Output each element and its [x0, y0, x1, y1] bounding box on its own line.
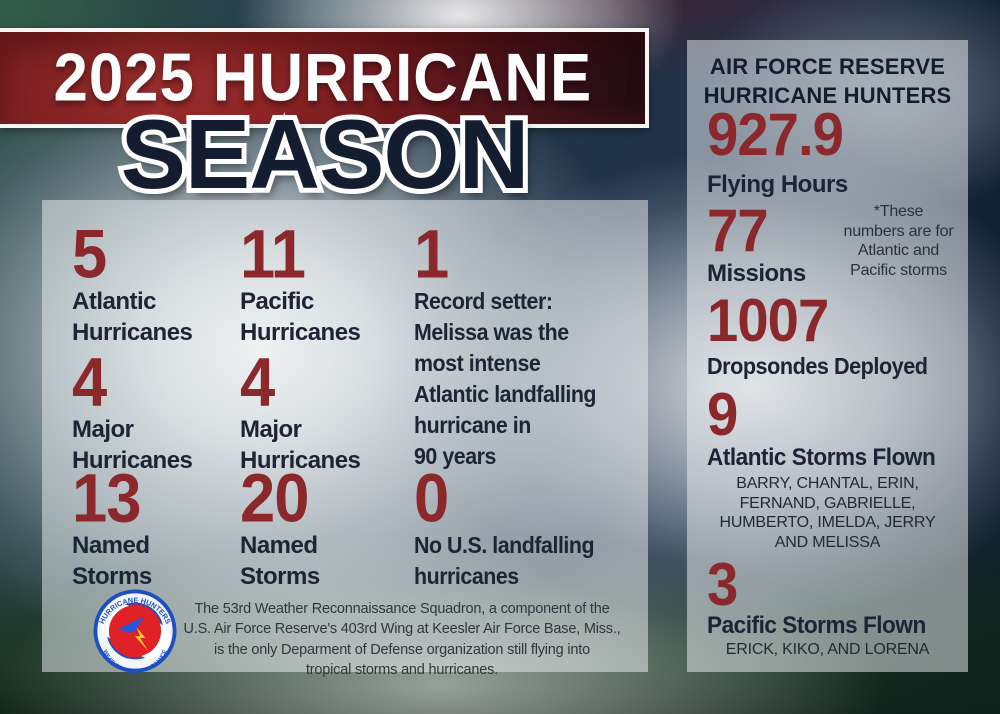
stat-named-storms-pacific: 20 Named Storms: [240, 458, 408, 590]
storm-names-line: FERNAND, GABRIELLE,: [739, 494, 916, 512]
stat-label-line: Named: [240, 532, 318, 559]
stat-label-line: Atlantic: [72, 288, 157, 315]
stat-label-line: Melissa was the: [414, 319, 569, 345]
note-line: Pacific storms: [850, 261, 947, 279]
stat-named-storms-atlantic: 13 Named Storms: [72, 458, 237, 590]
stat-major-hurricanes-atlantic: 4 Major Hurricanes: [72, 342, 237, 474]
panel-heading-line: HURRICANE HUNTERS: [703, 83, 952, 108]
stat-label-line: No U.S. landfalling: [414, 532, 595, 558]
stat-pacific-hurricanes: 11 Pacific Hurricanes: [240, 214, 408, 346]
stat-label: No U.S. landfalling hurricanes: [414, 530, 595, 592]
pacific-storm-names: ERICK, KIKO, AND LORENA: [687, 640, 968, 660]
stat-value: 13: [72, 458, 142, 536]
stat-label: Atlantic Hurricanes: [72, 286, 193, 348]
panel-heading-line: AIR FORCE RESERVE: [709, 54, 946, 79]
stat-value: 20: [240, 458, 310, 536]
stat-value: 5: [72, 214, 107, 292]
stat-value: 1: [414, 214, 449, 292]
squadron-caption: The 53rd Weather Reconnaissance Squadron…: [177, 599, 627, 681]
stats-column-1: 5 Atlantic Hurricanes 4 Major Hurricanes…: [72, 200, 237, 672]
stat-value: 0: [414, 458, 449, 536]
stat-label-line: Hurricanes: [240, 447, 361, 474]
stat-major-hurricanes-pacific: 4 Major Hurricanes: [240, 342, 408, 474]
stat-flying-hours-label: Flying Hours: [707, 171, 848, 198]
note-line: numbers are for: [843, 222, 954, 240]
asterisk-note: *These numbers are for Atlantic and Paci…: [835, 202, 962, 280]
storm-names-line: BARRY, CHANTAL, ERIN,: [736, 475, 919, 492]
stat-label: Pacific Hurricanes: [240, 286, 361, 348]
hurricane-swirl-left: [100, 603, 129, 639]
stat-label: Named Storms: [240, 530, 320, 592]
stat-label-line: Hurricanes: [240, 319, 361, 346]
stat-dropsondes-value: 1007: [707, 286, 829, 355]
stat-missions-label: Missions: [707, 260, 806, 287]
stat-label: Major Hurricanes: [240, 414, 361, 476]
title-banner: 2025 HURRICANE: [0, 28, 649, 128]
storm-names-line: AND MELISSA: [774, 533, 881, 551]
stat-label: Named Storms: [72, 530, 152, 592]
stat-label-line: Storms: [240, 563, 320, 590]
caption-line: The 53rd Weather Reconnaissance Squadron…: [194, 601, 610, 617]
caption-line: is the only Deparment of Defense organiz…: [214, 641, 590, 658]
stat-label-line: hurricanes: [414, 563, 519, 589]
stat-value: 4: [240, 342, 275, 420]
hurricane-hunters-panel: AIR FORCE RESERVE HURRICANE HUNTERS 927.…: [687, 40, 968, 672]
jet-icon: [117, 616, 144, 633]
stat-atlantic-hurricanes: 5 Atlantic Hurricanes: [72, 214, 237, 346]
stat-flying-hours-value: 927.9: [707, 100, 844, 169]
stat-label-line: Hurricanes: [72, 447, 193, 474]
stats-column-2: 11 Pacific Hurricanes 4 Major Hurricanes…: [240, 200, 408, 672]
note-line: *These: [873, 203, 924, 220]
stat-pacific-storms-label: Pacific Storms Flown: [707, 612, 926, 639]
caption-line: U.S. Air Force Reserve's 403rd Wing at K…: [183, 621, 621, 638]
hurricane-swirl-right: [141, 623, 170, 659]
title-line1: 2025 HURRICANE: [53, 40, 592, 116]
storm-names-line: ERICK, KIKO, AND LORENA: [725, 641, 930, 658]
storm-names-line: HUMBERTO, IMELDA, JERRY: [719, 514, 936, 531]
stat-label-line: Pacific: [240, 288, 314, 315]
stat-missions-value: 77: [707, 196, 769, 265]
stat-value: 11: [240, 214, 306, 292]
stat-label-line: hurricane in: [414, 412, 531, 438]
note-line: Atlantic and: [857, 242, 940, 259]
squadron-patch-logo-icon: HURRICANE HUNTERS WEATHER RECONNAISSANCE: [93, 589, 177, 674]
stat-label-line: Hurricanes: [72, 319, 193, 346]
stat-label-line: most intense: [414, 350, 541, 376]
panel-heading: AIR FORCE RESERVE HURRICANE HUNTERS: [687, 52, 968, 110]
stat-label: Record setter: Melissa was the most inte…: [414, 286, 596, 472]
stat-label-line: Major: [72, 416, 134, 443]
stat-label-line: 90 years: [414, 443, 496, 469]
stat-label: Major Hurricanes: [72, 414, 193, 476]
atlantic-storm-names: BARRY, CHANTAL, ERIN, FERNAND, GABRIELLE…: [687, 474, 968, 552]
stat-no-us-landfalling: 0 No U.S. landfalling hurricanes: [414, 458, 650, 589]
stat-label-line: Storms: [72, 563, 152, 590]
stat-label-line: Named: [72, 532, 150, 559]
stat-atlantic-storms-label: Atlantic Storms Flown: [707, 444, 936, 471]
stat-label-line: Major: [240, 416, 302, 443]
stat-label-line: Atlantic landfalling: [414, 381, 597, 407]
stat-label-line: Record setter:: [414, 288, 553, 314]
stats-column-3: 1 Record setter: Melissa was the most in…: [414, 200, 650, 672]
stat-record-setter: 1 Record setter: Melissa was the most in…: [414, 214, 650, 469]
caption-line: tropical storms and hurricanes.: [305, 662, 499, 679]
season-stats-panel: 5 Atlantic Hurricanes 4 Major Hurricanes…: [42, 200, 650, 678]
stat-dropsondes-label: Dropsondes Deployed: [707, 353, 928, 379]
stat-value: 4: [72, 342, 107, 420]
stat-atlantic-storms-value: 9: [707, 380, 738, 449]
stat-pacific-storms-value: 3: [707, 550, 738, 619]
